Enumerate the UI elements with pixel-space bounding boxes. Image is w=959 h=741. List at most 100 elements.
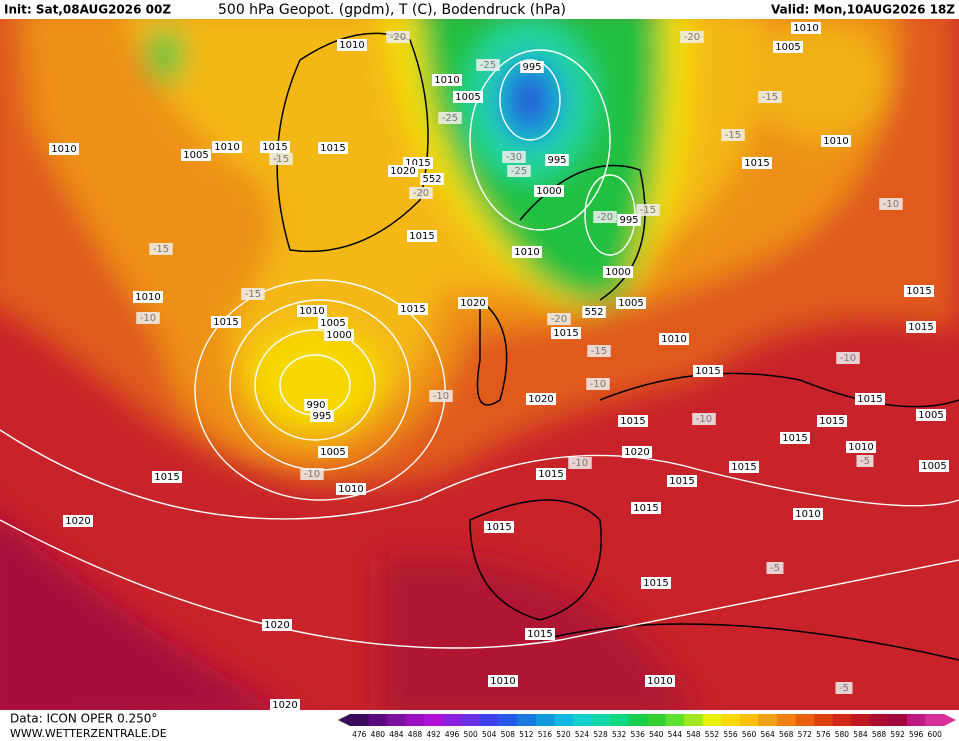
label-box — [260, 141, 290, 153]
colorbar-label: 544 — [668, 730, 683, 739]
pressure-label: 552 — [422, 174, 441, 185]
label-box — [879, 198, 903, 210]
label-box — [919, 460, 949, 472]
label-box — [645, 675, 675, 687]
colorbar-label: 512 — [519, 730, 534, 739]
pressure-label: 1005 — [183, 150, 208, 161]
header-bar — [0, 0, 959, 19]
colorbar-label: 560 — [742, 730, 757, 739]
colorbar-cell — [368, 714, 388, 726]
pressure-label: 1015 — [620, 416, 645, 427]
label-box — [545, 154, 569, 166]
pressure-label: 1005 — [618, 298, 643, 309]
temperature-label: -10 — [840, 353, 856, 364]
colorbar-cell — [869, 714, 889, 726]
pressure-label: 1015 — [553, 328, 578, 339]
label-box — [547, 313, 571, 325]
colorbar-label: 496 — [445, 730, 460, 739]
init-time: Init: Sat,08AUG2026 00Z — [4, 3, 171, 17]
colorbar-cell — [424, 714, 444, 726]
label-box — [525, 628, 555, 640]
colorbar-cell — [665, 714, 685, 726]
pressure-label: 1015 — [782, 433, 807, 444]
temperature-label: -20 — [684, 32, 700, 43]
pressure-label: 1015 — [731, 462, 756, 473]
colorbar-label: 572 — [798, 730, 813, 739]
label-box — [692, 413, 716, 425]
temperature-label: -10 — [572, 458, 588, 469]
temperature-label: -15 — [640, 205, 656, 216]
colorbar-cell — [832, 714, 852, 726]
pressure-label: 1010 — [299, 306, 324, 317]
label-box — [432, 74, 462, 86]
temperature-label: -10 — [590, 379, 606, 390]
label-box — [856, 455, 874, 467]
pressure-label: 1010 — [793, 23, 818, 34]
pressure-label: 1015 — [695, 366, 720, 377]
colorbar-cell — [721, 714, 741, 726]
label-box — [729, 461, 759, 473]
label-box — [152, 471, 182, 483]
pressure-label: 1015 — [906, 286, 931, 297]
pressure-label: 1010 — [51, 144, 76, 155]
label-box — [766, 562, 784, 574]
colorbar-label: 540 — [649, 730, 664, 739]
label-box — [270, 699, 300, 711]
temperature-label: -15 — [762, 92, 778, 103]
colorbar-label: 524 — [575, 730, 590, 739]
label-box — [420, 173, 444, 185]
label-box — [846, 441, 876, 453]
pressure-label: 1020 — [528, 394, 553, 405]
pressure-label: 1010 — [647, 676, 672, 687]
colorbar-cell — [591, 714, 611, 726]
pressure-label: 1015 — [527, 629, 552, 640]
label-box — [324, 329, 354, 341]
label-box — [617, 214, 641, 226]
pressure-label: 1020 — [460, 298, 485, 309]
pressure-label: 1015 — [320, 143, 345, 154]
label-box — [512, 246, 542, 258]
label-box — [136, 312, 160, 324]
colorbar-label: 556 — [723, 730, 738, 739]
pressure-label: 1015 — [400, 304, 425, 315]
website: WWW.WETTERZENTRALE.DE — [10, 727, 167, 740]
pressure-label: 1005 — [455, 92, 480, 103]
label-box — [904, 285, 934, 297]
colorbar-cell — [684, 714, 704, 726]
label-box — [297, 305, 327, 317]
pressure-label: 1010 — [795, 509, 820, 520]
colorbar-cell — [479, 714, 499, 726]
temperature-label: -5 — [860, 456, 870, 467]
pressure-label: 1010 — [661, 334, 686, 345]
label-box — [680, 31, 704, 43]
label-box — [133, 291, 163, 303]
label-box — [618, 415, 648, 427]
label-box — [484, 521, 514, 533]
colorbar-cell — [461, 714, 481, 726]
pressure-label: 1010 — [338, 484, 363, 495]
label-box — [616, 297, 646, 309]
temperature-label: -15 — [245, 289, 261, 300]
label-box — [773, 41, 803, 53]
pressure-label: 1000 — [326, 330, 351, 341]
colorbar-cell — [442, 714, 462, 726]
colorbar-label: 588 — [872, 730, 887, 739]
label-box — [318, 142, 348, 154]
label-box — [336, 483, 366, 495]
pressure-label: 1000 — [536, 186, 561, 197]
label-box — [458, 297, 488, 309]
label-box — [488, 675, 518, 687]
label-box — [429, 390, 453, 402]
colorbar-cell — [758, 714, 778, 726]
temperature-label: -15 — [273, 154, 289, 165]
label-box — [407, 230, 437, 242]
colorbar: 476 480 484 488 492 496 500 504 508 512 516 520 524 5… — [338, 714, 956, 739]
pressure-label: 1010 — [823, 136, 848, 147]
colorbar-label: 576 — [816, 730, 831, 739]
pressure-label: 995 — [312, 411, 331, 422]
colorbar-label: 528 — [593, 730, 608, 739]
label-box — [534, 185, 564, 197]
data-source: Data: ICON OPER 0.250° — [10, 712, 157, 726]
colorbar-label: 548 — [686, 730, 701, 739]
colorbar-cell — [387, 714, 407, 726]
